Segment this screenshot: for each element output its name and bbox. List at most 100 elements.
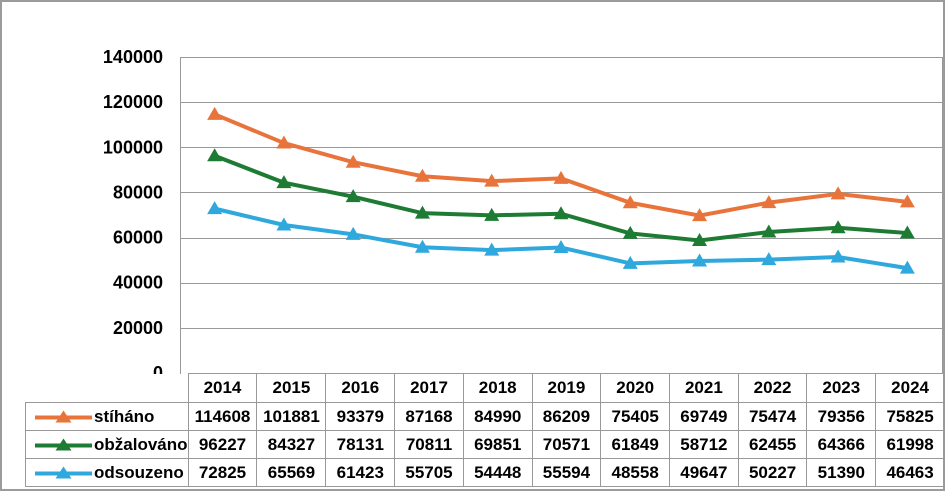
value-cell-stihano: 69749: [669, 402, 739, 431]
value-cell-obzalovano: 70811: [394, 430, 464, 459]
legend-label: odsouzeno: [94, 462, 184, 482]
year-header-cell: 2021: [669, 373, 739, 403]
year-header-cell: 2019: [531, 373, 602, 403]
data-marker-stihano: [761, 195, 777, 209]
value-cell-odsouzeno: 54448: [462, 458, 533, 487]
data-marker-stihano: [484, 173, 500, 187]
value-cell-obzalovano: 70571: [531, 430, 602, 459]
data-marker-obzalovano: [553, 206, 569, 220]
data-marker-obzalovano: [761, 224, 777, 238]
y-axis-tick-label: 80000: [113, 182, 163, 202]
table-row-obzalovano: obžalováno 96227 84327 78131 70811 69851 70571…: [25, 430, 945, 459]
value-cell-odsouzeno: 50227: [737, 458, 808, 487]
data-marker-obzalovano: [207, 148, 223, 162]
data-marker-stihano: [553, 170, 569, 184]
legend-cell-stihano: stíháno: [25, 402, 189, 431]
data-marker-obzalovano: [622, 225, 638, 239]
value-cell-obzalovano: 64366: [806, 430, 877, 459]
y-axis-tick-label: 100000: [103, 137, 163, 157]
year-header-cell: 2024: [875, 373, 945, 403]
value-cell-obzalovano: 96227: [187, 430, 258, 459]
line-chart-plot: 0 20000 40000 60000 80000 100000 120000 140000: [103, 47, 943, 374]
value-cell-obzalovano: 78131: [325, 430, 396, 459]
legend-cell-obzalovano: obžalováno: [25, 430, 189, 459]
data-marker-obzalovano: [484, 207, 500, 221]
data-marker-obzalovano: [692, 232, 708, 246]
y-axis-tick-label: 120000: [103, 92, 163, 112]
value-cell-stihano: 75405: [600, 402, 671, 431]
table-row-stihano: stíháno 114608 101881 93379 87168 84990 86209 7…: [25, 402, 945, 431]
value-cell-odsouzeno: 61423: [325, 458, 396, 487]
value-cell-obzalovano: 62455: [737, 430, 808, 459]
value-cell-stihano: 101881: [256, 402, 327, 431]
year-header-cell: 2015: [256, 373, 327, 403]
data-marker-stihano: [276, 135, 292, 149]
data-marker-obzalovano: [276, 175, 292, 189]
data-marker-stihano: [414, 168, 430, 182]
value-cell-stihano: 87168: [394, 402, 464, 431]
legend-label: obžalováno: [94, 434, 188, 454]
value-cell-odsouzeno: 65569: [256, 458, 327, 487]
legend-line-marker-icon: [35, 466, 92, 479]
table-header-row: 2014 2015 2016 2017 2018 2019 2020 2021 2022 2023…: [26, 373, 945, 403]
data-marker-odsouzeno: [414, 239, 430, 253]
y-axis-tick-label: 0: [153, 363, 163, 374]
data-marker-odsouzeno: [761, 252, 777, 266]
value-cell-obzalovano: 69851: [462, 430, 533, 459]
legend-cell-odsouzeno: odsouzeno: [25, 458, 189, 487]
value-cell-obzalovano: 61849: [600, 430, 671, 459]
data-marker-odsouzeno: [692, 253, 708, 267]
data-marker-stihano: [830, 186, 846, 200]
year-header-cell: 2022: [737, 373, 808, 403]
legend-line-marker-icon: [35, 410, 92, 423]
value-cell-stihano: 75474: [737, 402, 808, 431]
table-row-odsouzeno: odsouzeno 72825 65569 61423 55705 54448 55594 4…: [25, 458, 945, 487]
data-marker-stihano: [622, 195, 638, 209]
y-axis-tick-label: 60000: [113, 228, 163, 248]
year-header-cell: 2017: [394, 373, 464, 403]
data-marker-obzalovano: [414, 205, 430, 219]
legend-key: stíháno: [26, 407, 187, 427]
data-marker-odsouzeno: [276, 217, 292, 231]
data-marker-odsouzeno: [622, 255, 638, 269]
year-header-cell: 2014: [187, 373, 258, 403]
value-cell-odsouzeno: 55705: [394, 458, 464, 487]
data-marker-stihano: [345, 154, 361, 168]
chart-data-table: 2014 2015 2016 2017 2018 2019 2020 2021 2022 2023…: [25, 373, 945, 487]
data-marker-odsouzeno: [484, 242, 500, 256]
value-cell-obzalovano: 84327: [256, 430, 327, 459]
value-cell-stihano: 86209: [531, 402, 602, 431]
data-marker-odsouzeno: [830, 249, 846, 263]
year-header-cell: 2023: [806, 373, 877, 403]
data-marker-stihano: [207, 106, 223, 120]
value-cell-odsouzeno: 46463: [875, 458, 945, 487]
data-marker-odsouzeno: [207, 201, 223, 215]
value-cell-stihano: 114608: [187, 402, 258, 431]
value-cell-stihano: 84990: [462, 402, 533, 431]
value-cell-obzalovano: 58712: [669, 430, 739, 459]
data-marker-obzalovano: [345, 189, 361, 203]
value-cell-odsouzeno: 72825: [187, 458, 258, 487]
data-marker-obzalovano: [830, 220, 846, 234]
data-marker-odsouzeno: [899, 260, 915, 274]
value-cell-odsouzeno: 48558: [600, 458, 671, 487]
value-cell-odsouzeno: 49647: [669, 458, 739, 487]
data-marker-stihano: [692, 208, 708, 222]
legend-line-marker-icon: [35, 438, 92, 451]
data-marker-stihano: [899, 194, 915, 208]
year-header-cell: 2018: [462, 373, 533, 403]
value-cell-stihano: 79356: [806, 402, 877, 431]
y-axis-tick-label: 140000: [103, 47, 163, 67]
value-cell-obzalovano: 61998: [875, 430, 945, 459]
value-cell-odsouzeno: 51390: [806, 458, 877, 487]
value-cell-stihano: 75825: [875, 402, 945, 431]
legend-key: obžalováno: [26, 434, 188, 455]
year-header-cell: 2020: [600, 373, 671, 403]
value-cell-stihano: 93379: [325, 402, 396, 431]
data-marker-obzalovano: [899, 225, 915, 239]
table-corner-cell: [26, 374, 189, 403]
data-marker-odsouzeno: [345, 226, 361, 240]
value-cell-odsouzeno: 55594: [531, 458, 602, 487]
y-axis-tick-label: 20000: [113, 318, 163, 338]
